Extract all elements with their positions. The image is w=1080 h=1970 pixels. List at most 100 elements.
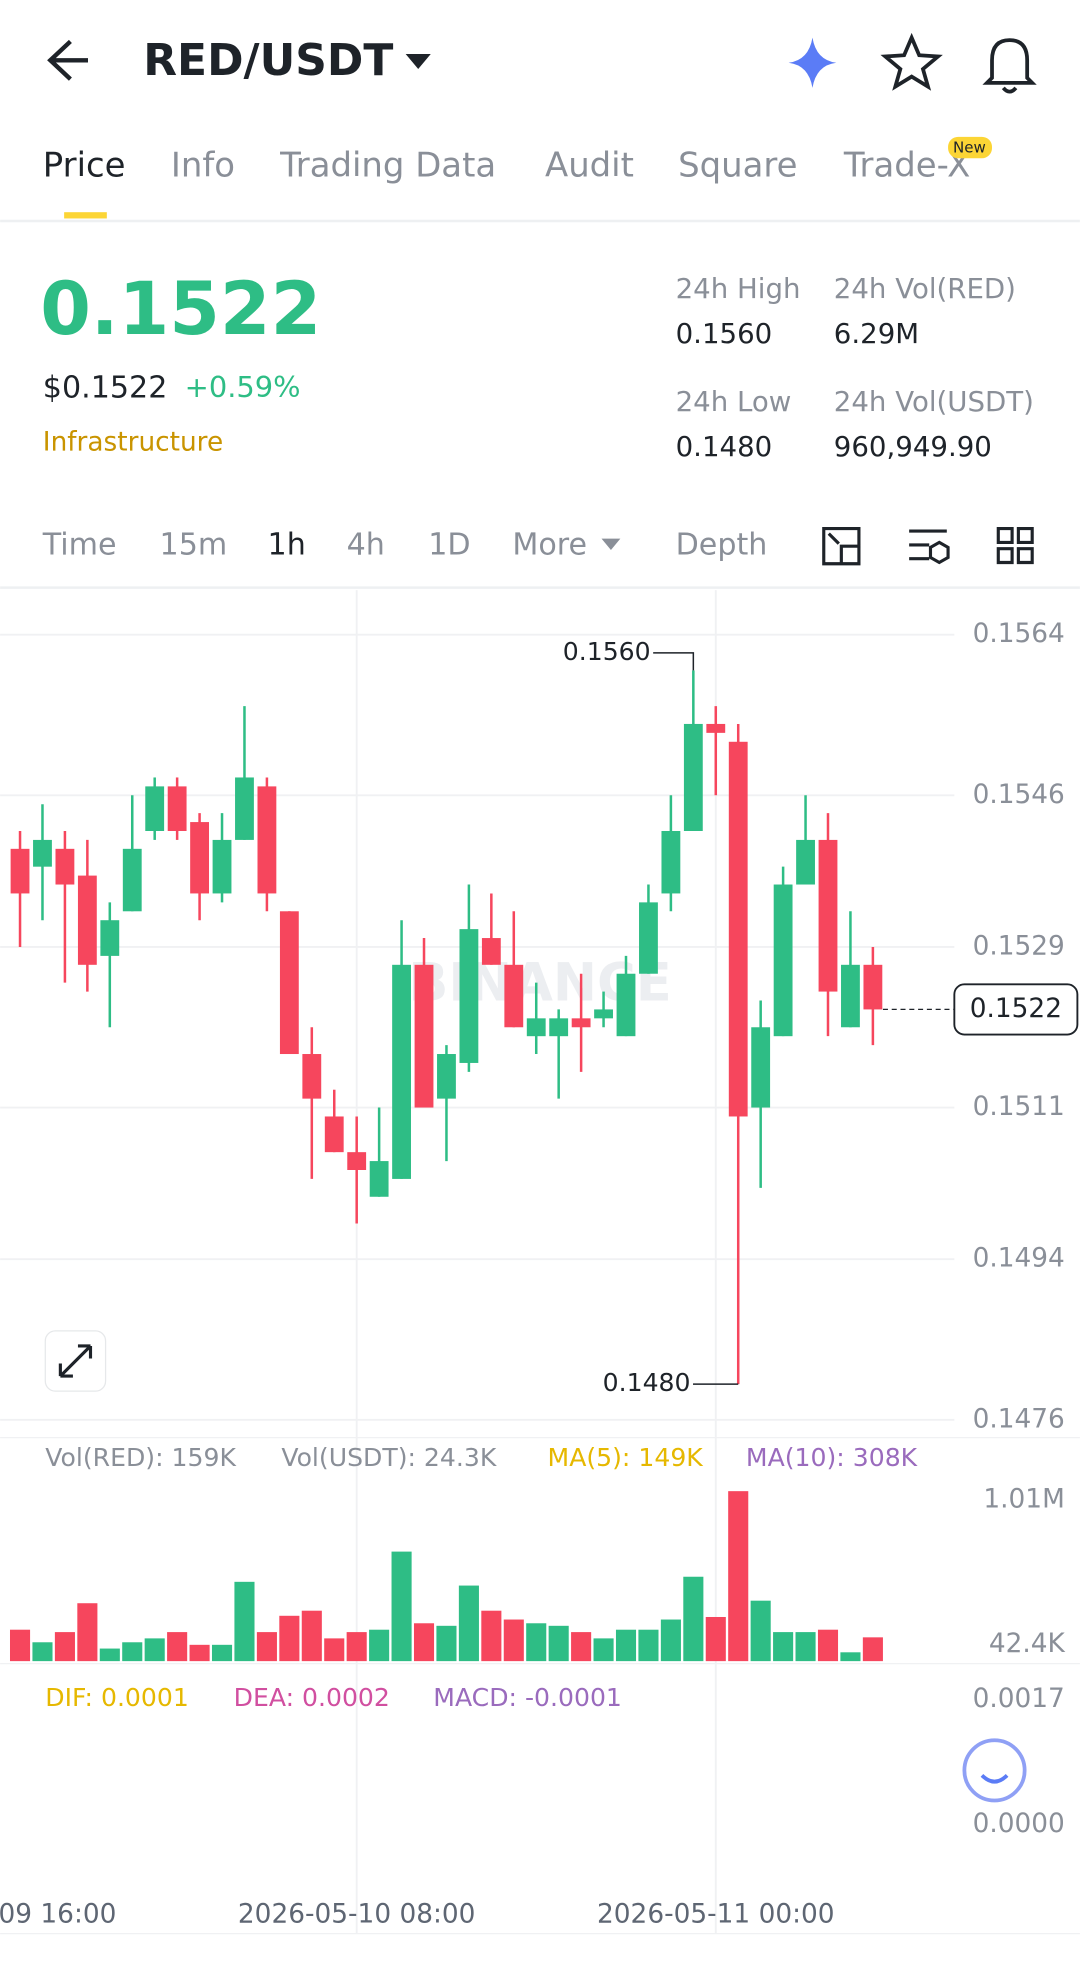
tool-icon[interactable] (822, 527, 861, 566)
interval[interactable]: 15m (160, 528, 228, 563)
chart: 0.1564 0.1546 0.1529 0.1511 0.1494 0.1476 2026… (0, 590, 1079, 1934)
volume-bar (211, 1644, 233, 1662)
vol-tick-label: 42.4K (989, 1629, 1066, 1659)
volume-bar (638, 1629, 659, 1662)
stat-label: 24h High (676, 272, 801, 305)
candle-body (616, 973, 636, 1037)
tab[interactable]: Price (43, 145, 126, 184)
volume-bar (548, 1625, 569, 1662)
volume-bar (526, 1623, 547, 1662)
candle-body (571, 1018, 591, 1028)
sector-tag[interactable]: Infrastructure (43, 428, 223, 458)
volume-bar (705, 1616, 726, 1662)
favorite-icon[interactable] (880, 32, 943, 91)
pair-dropdown[interactable] (405, 53, 431, 70)
volume-bar (817, 1629, 839, 1662)
volume-bar (660, 1619, 681, 1662)
volume-bar (369, 1629, 390, 1662)
candle-body (437, 1054, 456, 1099)
tab-indicator (64, 212, 107, 219)
last-price: 0.1522 (40, 267, 321, 352)
tab[interactable]: Audit (545, 145, 634, 184)
vol-legend: MA(10): 308K (746, 1443, 918, 1472)
volume-bar (840, 1652, 861, 1662)
candle-body (279, 911, 299, 1055)
volume-bar (436, 1625, 457, 1662)
candle-body (818, 839, 838, 992)
candle-body (773, 884, 793, 1037)
y-tick-label: 0.1476 (973, 1404, 1065, 1434)
candle-body (10, 848, 30, 894)
tab[interactable]: Square (678, 145, 797, 184)
candle-body (796, 839, 815, 885)
volume-bar (615, 1629, 637, 1662)
back-button[interactable] (47, 39, 88, 81)
volume-bar (391, 1551, 412, 1662)
candle-body (639, 902, 658, 974)
stat-value: 0.1560 (676, 317, 773, 350)
x-tick-label: 2026-05-10 08:00 (238, 1899, 476, 1929)
layout-icon[interactable] (996, 527, 1034, 565)
volume-bar (795, 1632, 816, 1662)
indicator-icon[interactable] (909, 529, 950, 565)
candle-body (302, 1054, 322, 1099)
macd-legend: MACD: -0.0001 (433, 1683, 622, 1712)
x-tick-label: 2026-05-11 00:00 (597, 1899, 835, 1929)
y-tick-label: 0.1564 (973, 619, 1065, 649)
interval[interactable]: Depth (676, 528, 768, 563)
stat-value: 6.29M (834, 317, 919, 350)
last-price-label: 0.1522 (970, 994, 1062, 1024)
high-marker (653, 652, 695, 671)
volume-bar (728, 1491, 749, 1662)
volume-bar (593, 1638, 614, 1662)
candle-body (190, 822, 209, 894)
volume-bar (279, 1615, 300, 1662)
y-tick-label: 0.1511 (973, 1092, 1065, 1122)
volume-bar (458, 1585, 479, 1662)
low-label: 0.1480 (603, 1368, 691, 1397)
volume-bar (571, 1632, 592, 1662)
interval[interactable]: 1h (268, 528, 306, 563)
candle-body (257, 786, 277, 894)
candle-body (549, 1018, 569, 1037)
volume-bar (324, 1638, 345, 1662)
interval-bar: Time 15m 1h 4h 1D More Depth (42, 528, 768, 563)
candle-body (526, 1018, 546, 1037)
more-dropdown[interactable] (601, 538, 621, 550)
macd-tick-label: 0.0000 (973, 1809, 1065, 1839)
stats: 24h High 0.1560 24h Vol(RED) 6.29M 24h L… (676, 272, 1034, 463)
volume-bar (346, 1632, 367, 1662)
interval[interactable]: Time (42, 528, 117, 563)
candle-body (347, 1152, 367, 1170)
fullscreen-icon (58, 1344, 93, 1378)
volume-bar (773, 1632, 794, 1662)
volume-bar (9, 1629, 31, 1662)
assistant-button[interactable] (962, 1738, 1027, 1803)
vol-tick-label: 1.01M (983, 1484, 1064, 1514)
candle-body (235, 777, 254, 840)
tab-bar: Price Info Trading Data Audit Square Tra… (43, 145, 971, 184)
candle-body (55, 848, 75, 885)
macd-legend: DEA: 0.0002 (234, 1683, 390, 1712)
volume-bar (683, 1576, 704, 1662)
last-price-box (953, 983, 1079, 1036)
candle-body (863, 964, 883, 1010)
candle-body (77, 875, 97, 965)
candle-body (661, 830, 681, 894)
tab[interactable]: Trading Data (279, 145, 496, 184)
ai-icon[interactable] (788, 37, 837, 88)
interval[interactable]: More (512, 528, 587, 563)
interval[interactable]: 1D (428, 528, 470, 563)
candle-body (167, 786, 187, 831)
volume-bar (256, 1632, 277, 1662)
y-tick-label: 0.1494 (973, 1244, 1065, 1274)
interval[interactable]: 4h (347, 528, 385, 563)
stat-label: 24h Low (676, 385, 792, 418)
volume-bar (144, 1638, 165, 1662)
bell-icon[interactable] (982, 38, 1037, 94)
candle-body (145, 786, 165, 831)
tab[interactable]: Info (171, 145, 235, 184)
volume-bar (32, 1642, 53, 1662)
pair-title[interactable]: RED/USDT (143, 35, 393, 86)
